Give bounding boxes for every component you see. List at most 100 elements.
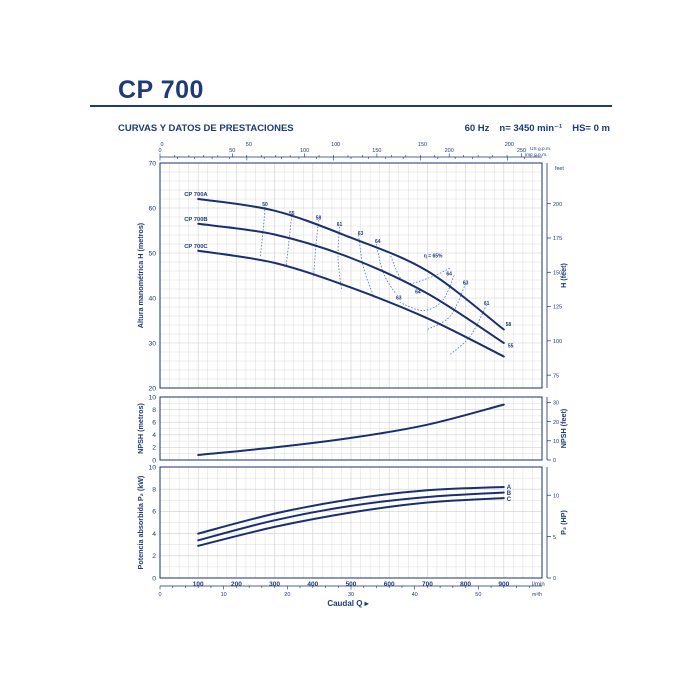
power-xtick-label: 600 <box>384 581 395 588</box>
power-series-label: B <box>507 491 512 497</box>
head-series-label: CP 700B <box>184 217 207 223</box>
head-series-label: CP 700A <box>184 192 208 198</box>
head-right-tick-label: 175 <box>553 236 562 242</box>
npsh-ytick-label: 0 <box>152 457 156 464</box>
bottom-m3h-tick-label: 50 <box>475 592 481 598</box>
power-curve-c <box>197 497 505 547</box>
head-right-tick-label: 100 <box>553 339 562 345</box>
x-axis-title: Caudal Q ▸ <box>327 599 369 608</box>
head-ytick-label: 40 <box>148 295 156 302</box>
top-us-tick-label: 0 <box>158 148 161 154</box>
npsh-right-tick-label: 10 <box>553 439 559 445</box>
top-imp-tick-label: 150 <box>418 142 427 148</box>
npsh-right-tick-label: 20 <box>553 420 559 426</box>
x-unit-m3h: m³/h <box>532 592 542 598</box>
head-curve-cp-700a <box>197 198 505 331</box>
axis-layer: 2030405060700246810024681075100125150175… <box>136 142 568 608</box>
efficiency-isoline <box>259 206 266 258</box>
head-curve-cp-700b <box>197 222 505 344</box>
efficiency-label: 58 <box>316 215 322 221</box>
npsh-ytick-label: 6 <box>152 420 156 427</box>
operating-params: 60 Hz n= 3450 min⁻¹ HS= 0 m <box>455 123 610 134</box>
power-xtick-label: 300 <box>269 581 280 588</box>
head-ytick-label: 30 <box>148 340 156 347</box>
efficiency-label: 63 <box>396 295 402 301</box>
page-title: CP 700 <box>118 76 204 104</box>
efficiency-label: 63 <box>358 231 364 237</box>
efficiency-isoline <box>313 220 319 278</box>
efficiency-isoline <box>337 226 342 290</box>
npsh-curve-npsh <box>197 403 505 456</box>
frequency-label: 60 Hz <box>464 123 490 134</box>
power-xtick-label: 400 <box>307 581 318 588</box>
power-right-tick-label: 5 <box>553 535 556 541</box>
head-ytick-label: 70 <box>148 160 156 167</box>
hs-label: HS= 0 m <box>572 123 610 134</box>
power-panel-grid <box>159 466 543 579</box>
power-ytick-label: 8 <box>152 487 156 494</box>
power-xtick-label: 900 <box>498 581 509 588</box>
power-ytick-label: 4 <box>152 531 156 538</box>
top-us-tick-label: 150 <box>372 148 381 154</box>
head-ytick-label: 20 <box>148 385 156 392</box>
power-xtick-label: 100 <box>193 581 204 588</box>
efficiency-label: 58 <box>506 322 512 328</box>
curve-layer <box>197 198 505 547</box>
efficiency-isoline <box>375 243 397 295</box>
power-panel-frame <box>159 466 543 579</box>
efficiency-isoline <box>450 304 487 355</box>
power-curve-b <box>197 491 505 542</box>
power-xtick-label: 500 <box>346 581 357 588</box>
head-right-unit: feet <box>555 166 564 172</box>
head-right-tick-label: 150 <box>553 270 562 276</box>
efficiency-label: 55 <box>289 211 295 217</box>
npsh-ylabel-right: NPSH (feet) <box>559 408 568 448</box>
head-ytick-label: 60 <box>148 205 156 212</box>
power-ytick-label: 10 <box>148 464 156 471</box>
efficiency-isoline <box>285 215 293 267</box>
power-xtick-label: 800 <box>460 581 471 588</box>
power-ytick-label: 0 <box>152 575 156 582</box>
efficiency-label: 50 <box>262 202 268 208</box>
head-right-tick-label: 75 <box>553 373 559 379</box>
npsh-right-tick-label: 30 <box>553 401 559 407</box>
power-ylabel: Potencia absorbida P₂ (kW) <box>136 475 145 569</box>
efficiency-label: 64 <box>375 239 381 245</box>
efficiency-label: 64 <box>446 272 452 278</box>
npsh-ytick-label: 2 <box>152 445 156 452</box>
bottom-m3h-tick-label: 40 <box>412 592 418 598</box>
head-right-tick-label: 200 <box>553 202 562 208</box>
power-curve-a <box>197 486 505 535</box>
top-us-tick-label: 50 <box>229 148 235 154</box>
power-series-label: C <box>507 497 512 503</box>
bottom-m3h-tick-label: 20 <box>284 592 290 598</box>
efficiency-label: 64 <box>415 290 421 296</box>
power-series-label: A <box>507 485 512 491</box>
grid-layer <box>159 162 543 579</box>
power-xtick-label: 700 <box>422 581 433 588</box>
title-rule <box>90 105 612 107</box>
top-imp-tick-label: 100 <box>331 142 340 148</box>
power-xtick-label: 200 <box>231 581 242 588</box>
head-ylabel-right: H (feet) <box>559 263 568 288</box>
power-ylabel-right: P₂ (HP) <box>559 510 568 535</box>
npsh-right-tick-label: 0 <box>553 458 556 464</box>
top-us-tick-label: 200 <box>445 148 454 154</box>
npsh-panel-grid <box>159 396 543 461</box>
npsh-ytick-label: 8 <box>152 407 156 414</box>
efficiency-label: 61 <box>484 301 490 307</box>
npsh-ytick-label: 10 <box>148 394 156 401</box>
head-series-label: CP 700C <box>184 244 208 250</box>
head-panel-grid <box>159 162 543 389</box>
efficiency-isoline <box>399 275 455 312</box>
bottom-m3h-tick-label: 10 <box>221 592 227 598</box>
npsh-panel-frame <box>159 396 543 461</box>
label-layer: CP 700A CP 700B CP 700C ABC 50 55 58 61 63 64 η = … <box>184 192 513 503</box>
efficiency-isoline <box>390 255 451 284</box>
x-unit-lmin: l/min <box>532 582 545 588</box>
power-ytick-label: 2 <box>152 553 156 560</box>
bottom-m3h-tick-label: 30 <box>348 592 354 598</box>
power-right-tick-label: 0 <box>553 576 556 582</box>
power-right-tick-label: 10 <box>553 493 559 499</box>
